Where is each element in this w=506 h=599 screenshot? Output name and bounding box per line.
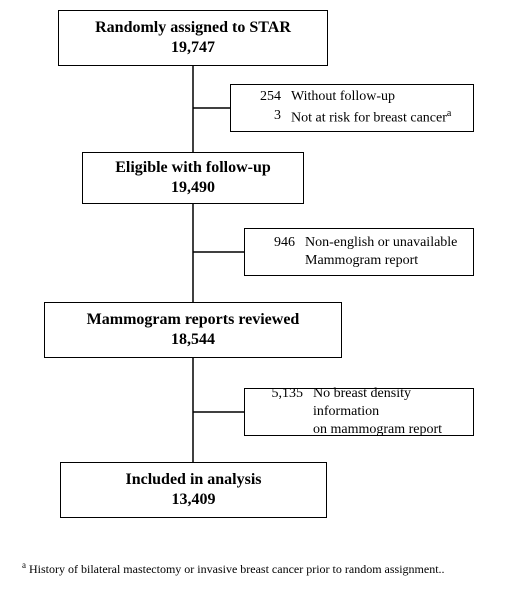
node-included-analysis: Included in analysis 13,409 [60,462,327,518]
exclusion-count: 5,135 [253,385,313,421]
node-eligible-followup: Eligible with follow-up 19,490 [82,152,304,204]
flowchart-canvas: Randomly assigned to STAR 19,747 Eligibl… [0,0,506,599]
exclusion-count [253,421,313,439]
node-title: Included in analysis [125,470,261,490]
exclusion-row: 254Without follow-up [239,88,465,106]
node-value: 13,409 [172,490,216,510]
exclusion-row: 5,135No breast density information [253,385,465,421]
footnote-text: History of bilateral mastectomy or invas… [26,562,445,576]
exclusion-row: 3Not at risk for breast cancera [239,107,465,128]
node-randomly-assigned: Randomly assigned to STAR 19,747 [58,10,328,66]
exclusion-box-3: 5,135No breast density informationon mam… [244,388,474,436]
exclusion-count [253,252,305,270]
exclusion-box-2: 946Non-english or unavailableMammogram r… [244,228,474,276]
exclusion-row: on mammogram report [253,421,465,439]
exclusion-label: Without follow-up [291,88,465,106]
exclusion-label: Non-english or unavailable [305,234,465,252]
exclusion-count: 3 [239,107,291,128]
node-value: 18,544 [171,330,215,350]
node-value: 19,747 [171,38,215,58]
exclusion-box-1: 254Without follow-up3Not at risk for bre… [230,84,474,132]
exclusion-label: Not at risk for breast cancera [291,107,465,128]
node-title: Randomly assigned to STAR [95,18,291,38]
node-value: 19,490 [171,178,215,198]
exclusion-label: Mammogram report [305,252,465,270]
node-mammogram-reviewed: Mammogram reports reviewed 18,544 [44,302,342,358]
exclusion-count: 946 [253,234,305,252]
exclusion-row: Mammogram report [253,252,465,270]
exclusion-label: on mammogram report [313,421,465,439]
node-title: Mammogram reports reviewed [87,310,300,330]
footnote: a History of bilateral mastectomy or inv… [22,560,445,577]
node-title: Eligible with follow-up [115,158,271,178]
exclusion-row: 946Non-english or unavailable [253,234,465,252]
exclusion-count: 254 [239,88,291,106]
exclusion-label: No breast density information [313,385,465,421]
